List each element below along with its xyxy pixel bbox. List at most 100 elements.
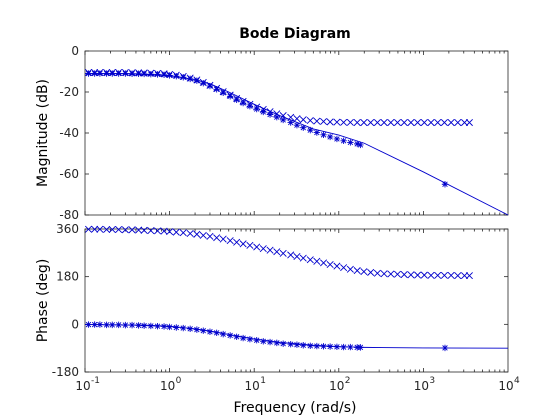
phase-x-marker [108, 226, 116, 234]
phase-x-marker [380, 270, 388, 278]
magnitude-x-marker [135, 69, 143, 77]
magnitude-x-marker [320, 118, 328, 126]
magnitude-x-marker [253, 103, 261, 111]
phase-x-marker [186, 229, 194, 238]
phase-x-marker [273, 248, 281, 256]
phase-x-marker [172, 228, 180, 236]
phase-x-marker [400, 271, 408, 279]
phase-asterisk-marker [193, 326, 201, 333]
magnitude-asterisk-marker [253, 105, 260, 113]
phase-asterisk-marker [147, 322, 155, 330]
phase-x-marker [103, 226, 111, 234]
magnitude-x-marker [140, 69, 148, 77]
magnitude-x-marker [393, 119, 402, 127]
magnitude-x-marker [420, 119, 428, 127]
xtick-label: 10 [414, 379, 429, 393]
chart-title: Bode Diagram [239, 26, 351, 42]
magnitude-x-marker [160, 70, 168, 78]
magnitude-asterisk-marker [226, 93, 234, 100]
phase-x-marker [193, 230, 201, 238]
phase-asterisk-marker [347, 343, 354, 351]
magnitude-asterisk-marker [353, 140, 361, 148]
magnitude-asterisk-marker [313, 129, 321, 136]
magnitude-ytick-label: 0 [71, 44, 79, 58]
phase-asterisk-marker [219, 330, 227, 338]
magnitude-asterisk-marker [287, 119, 294, 126]
magnitude-x-marker [115, 69, 123, 77]
phase-asterisk-marker [103, 321, 110, 329]
magnitude-asterisk-marker [239, 99, 247, 107]
phase-x-marker [367, 268, 375, 276]
magnitude-y-ticks: 0 -20 -40 -60 -80 [59, 44, 508, 222]
magnitude-x-marker [84, 69, 93, 77]
xtick-label: 10 [75, 379, 90, 393]
phase-asterisk-marker [441, 344, 449, 352]
phase-ytick-label: 0 [71, 317, 79, 331]
magnitude-y-label: Magnitude (dB) [35, 79, 51, 187]
phase-asterisk-marker [85, 321, 92, 328]
magnitude-x-marker [387, 119, 395, 127]
magnitude-x-marker [380, 119, 388, 127]
magnitude-x-marker [346, 118, 354, 126]
magnitude-x-marker [460, 119, 469, 127]
phase-asterisk-marker [180, 324, 187, 332]
magnitude-asterisk-marker [186, 75, 194, 83]
phase-x-marker [179, 229, 187, 237]
phase-x-marker [154, 227, 162, 235]
phase-asterisk-marker [109, 321, 116, 329]
magnitude-asterisk-marker [115, 70, 122, 77]
phase-asterisk-marker [320, 343, 327, 350]
phase-x-marker [387, 270, 395, 278]
phase-x-marker [266, 246, 274, 254]
magnitude-x-marker [199, 78, 207, 86]
phase-x-marker [287, 251, 295, 259]
magnitude-asterisk-marker [441, 181, 449, 188]
magnitude-x-marker [128, 69, 136, 77]
magnitude-x-marker [407, 119, 415, 127]
phase-x-marker [115, 226, 123, 234]
magnitude-x-marker [447, 119, 455, 127]
magnitude-x-marker [213, 84, 221, 92]
magnitude-asterisk-marker [128, 70, 136, 77]
magnitude-x-marker [259, 105, 267, 113]
magnitude-x-marker [299, 116, 307, 124]
magnitude-x-marker [360, 119, 368, 127]
phase-x-marker [299, 254, 307, 262]
magnitude-panel: 0 -20 -40 -60 -80 Magnitude (dB) [35, 44, 509, 222]
magnitude-x-marker [147, 69, 155, 77]
phase-x-marker [91, 225, 99, 233]
phase-x-marker [121, 226, 129, 234]
magnitude-asterisk-marker [91, 70, 98, 77]
phase-asterisk-marker [326, 343, 334, 350]
magnitude-asterisk-marker [180, 74, 187, 81]
magnitude-ytick-label: -40 [59, 126, 79, 140]
phase-x-marker [233, 238, 241, 246]
phase-x-marker [373, 269, 381, 277]
xtick-exponent: 4 [514, 376, 520, 386]
magnitude-x-marker [172, 71, 180, 79]
magnitude-asterisk-marker [300, 124, 307, 131]
phase-x-marker [346, 265, 354, 273]
phase-asterisk-marker [313, 342, 321, 350]
phase-x-marker [213, 234, 221, 242]
magnitude-x-marker [179, 72, 187, 80]
phase-x-marker [279, 249, 287, 257]
magnitude-asterisk-marker [206, 82, 214, 90]
phase-asterisk-marker [266, 338, 274, 346]
phase-panel: 360 180 0 -180 Phase (deg) [35, 222, 509, 379]
magnitude-asterisk-marker [246, 102, 254, 110]
phase-asterisk-marker [287, 340, 294, 348]
magnitude-x-marker [186, 74, 194, 82]
magnitude-x-marker [246, 100, 254, 108]
phase-asterisk-marker [213, 329, 220, 337]
frequency-x-label: Frequency (rad/s) [234, 400, 357, 416]
phase-asterisk-marker [160, 323, 168, 330]
magnitude-x-marker [367, 119, 375, 127]
phase-asterisk-marker [300, 342, 307, 349]
xtick-label: 10 [160, 379, 175, 393]
magnitude-axes-frame [84, 50, 509, 216]
magnitude-asterisk-marker [147, 70, 155, 78]
magnitude-ytick-label: -20 [59, 85, 79, 99]
phase-x-marker [353, 267, 361, 275]
phase-asterisk-marker [154, 322, 161, 330]
